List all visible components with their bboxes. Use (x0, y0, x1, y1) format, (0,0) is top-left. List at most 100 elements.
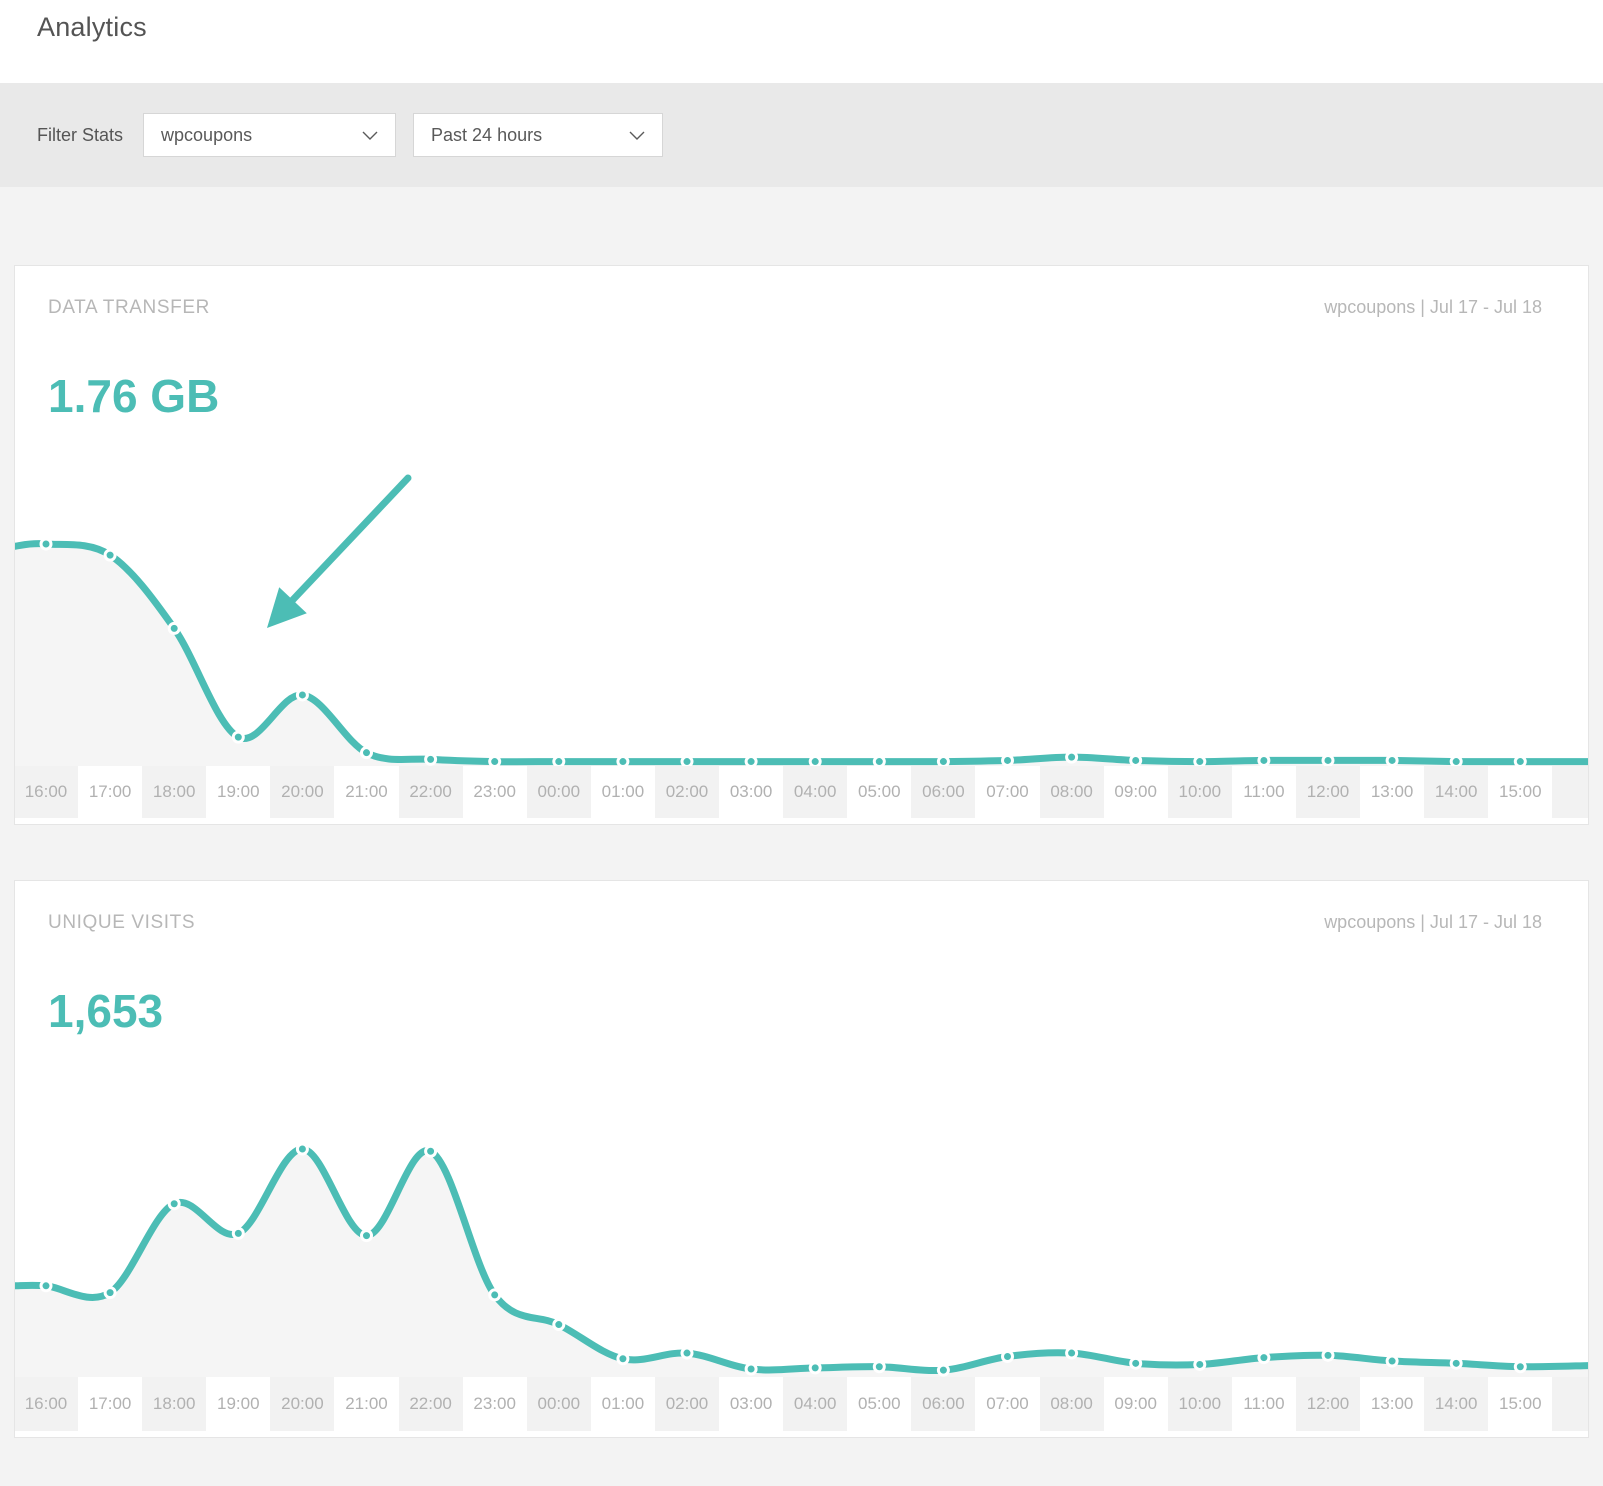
data-point[interactable] (1513, 1360, 1527, 1374)
data-point[interactable] (39, 537, 53, 551)
data-point[interactable] (231, 1227, 245, 1241)
x-axis-label: 20:00 (281, 781, 324, 801)
data-point[interactable] (167, 1197, 181, 1211)
data-point[interactable] (424, 752, 438, 766)
data-point[interactable] (488, 754, 502, 766)
x-axis-label: 13:00 (1360, 765, 1425, 818)
data-point[interactable] (1449, 754, 1463, 766)
data-transfer-x-axis: 16:00 17:00 18:00 19:00 20:00 21:00 22:00 23:00… (15, 765, 1588, 818)
x-axis-label: 01:00 (590, 1377, 655, 1432)
x-axis-label: 00:00 (537, 1394, 581, 1414)
unique-visits-total: 1,653 (48, 984, 164, 1037)
data-point[interactable] (616, 1352, 630, 1366)
x-axis-label: 18:00 (152, 781, 196, 801)
trend-line (15, 1145, 1588, 1375)
area-fill (15, 1149, 1588, 1378)
x-axis-label: 21:00 (334, 765, 399, 818)
x-axis-label: 15:00 (1488, 1377, 1553, 1432)
data-point[interactable] (1257, 1351, 1271, 1365)
data-point[interactable] (1257, 753, 1271, 766)
x-axis-label: 17:00 (78, 765, 143, 818)
time-range-select-value: Past 24 hours (431, 124, 543, 145)
x-axis-label: 02:00 (665, 781, 709, 801)
data-point[interactable] (744, 1362, 758, 1376)
data-point[interactable] (39, 1279, 53, 1293)
data-point[interactable] (808, 754, 822, 766)
time-range-select[interactable]: Past 24 hours (413, 113, 664, 157)
trend-line (15, 539, 1588, 765)
x-axis-label: 04:00 (793, 781, 837, 801)
data-point[interactable] (360, 745, 373, 759)
data-point[interactable] (744, 754, 758, 766)
x-axis-label: 08:00 (1050, 781, 1093, 801)
chevron-down-icon (629, 131, 645, 140)
chevron-down-icon (362, 131, 378, 140)
data-point[interactable] (872, 754, 886, 766)
page-title: Analytics (37, 12, 147, 42)
data-point[interactable] (1001, 1350, 1014, 1364)
data-point[interactable] (295, 688, 309, 702)
data-point[interactable] (680, 1346, 694, 1360)
data-point[interactable] (1385, 753, 1399, 766)
analytics-main: DATA TRANSFER wpcoupons | Jul 17 - Jul 1… (0, 265, 1603, 1439)
data-point[interactable] (1449, 1357, 1463, 1371)
data-point[interactable] (936, 1363, 950, 1377)
data-point[interactable] (424, 1144, 438, 1158)
x-axis-label: 23:00 (462, 765, 527, 818)
x-axis-label: 03:00 (719, 1377, 784, 1432)
data-point[interactable] (1129, 753, 1143, 766)
card-header: UNIQUE VISITS wpcoupons | Jul 17 - Jul 1… (15, 881, 1588, 934)
arrow-annotation-shaft (283, 474, 412, 610)
data-point[interactable] (360, 1229, 373, 1243)
data-point[interactable] (1321, 1349, 1335, 1363)
x-axis-label: 04:00 (793, 1394, 837, 1414)
x-axis-label: 22:00 (409, 781, 452, 801)
unique-visits-title: UNIQUE VISITS (48, 911, 196, 933)
data-point[interactable] (1513, 754, 1527, 766)
data-point[interactable] (1385, 1354, 1399, 1368)
data-point[interactable] (167, 621, 181, 635)
x-axis-label: 10:00 (1178, 1394, 1222, 1414)
data-point[interactable] (1065, 1346, 1079, 1360)
x-axis-label: 14:00 (1434, 781, 1478, 801)
data-point[interactable] (1129, 1357, 1143, 1371)
area-fill (15, 543, 1588, 766)
unique-visits-meta: wpcoupons | Jul 17 - Jul 18 (1324, 911, 1542, 932)
arrow-annotation-head (267, 586, 307, 628)
data-point[interactable] (1321, 753, 1335, 766)
x-axis-label: 22:00 (409, 1394, 452, 1414)
filter-stats-label: Filter Stats (37, 124, 124, 145)
data-point[interactable] (936, 754, 950, 766)
unique-visits-chart-canvas[interactable] (15, 1062, 1588, 1378)
unique-visits-x-axis: 16:00 17:00 18:00 19:00 20:00 21:00 22:00 23:00… (15, 1377, 1588, 1432)
data-point[interactable] (103, 1286, 117, 1300)
x-axis-label: 18:00 (152, 1394, 196, 1414)
data-point[interactable] (1193, 1358, 1207, 1372)
data-point[interactable] (808, 1361, 822, 1375)
x-axis-label: 06:00 (922, 1394, 965, 1414)
x-axis-label: 01:00 (590, 765, 655, 818)
x-axis-label: 13:00 (1360, 1377, 1425, 1432)
x-axis-label: 05:00 (847, 1377, 912, 1432)
site-select[interactable]: wpcoupons (143, 113, 397, 157)
data-point[interactable] (552, 754, 566, 766)
data-transfer-card: DATA TRANSFER wpcoupons | Jul 17 - Jul 1… (14, 265, 1589, 825)
data-point[interactable] (1065, 750, 1079, 764)
x-axis-label: 16:00 (24, 781, 68, 801)
x-axis-label: 07:00 (975, 765, 1040, 818)
data-transfer-chart-canvas[interactable] (15, 448, 1588, 766)
data-point[interactable] (680, 754, 694, 766)
x-axis-label: 11:00 (1231, 765, 1296, 818)
x-axis-label: 09:00 (1103, 1377, 1168, 1432)
x-axis-label: 10:00 (1178, 781, 1222, 801)
data-point[interactable] (1193, 754, 1207, 766)
data-point[interactable] (488, 1288, 502, 1302)
data-point[interactable] (103, 548, 117, 562)
data-point[interactable] (552, 1318, 566, 1332)
data-point[interactable] (1001, 753, 1014, 766)
data-point[interactable] (231, 730, 245, 744)
data-point[interactable] (872, 1360, 886, 1374)
data-point[interactable] (616, 754, 630, 766)
data-point[interactable] (295, 1142, 309, 1156)
